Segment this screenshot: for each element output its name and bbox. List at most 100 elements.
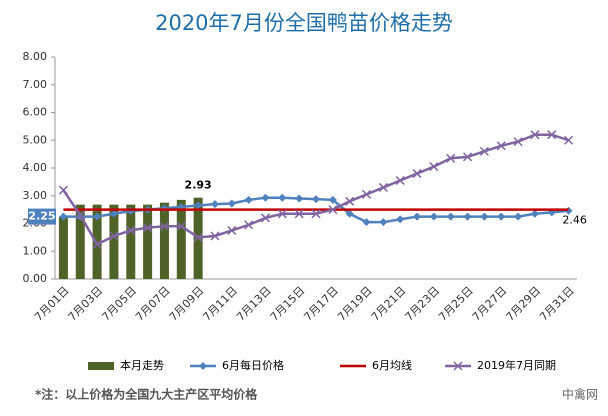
point bbox=[395, 175, 405, 186]
point bbox=[194, 201, 203, 210]
legend-swatch bbox=[88, 362, 114, 370]
point bbox=[547, 130, 557, 140]
y-tick-label: 8.00 bbox=[23, 50, 48, 63]
point bbox=[227, 199, 236, 208]
point bbox=[328, 205, 338, 215]
x-tick-label: 7月31日 bbox=[537, 284, 577, 324]
point bbox=[361, 189, 372, 199]
point bbox=[379, 218, 388, 227]
point bbox=[244, 220, 254, 230]
y-tick-label: 7.00 bbox=[23, 78, 48, 91]
point bbox=[496, 141, 506, 151]
point bbox=[463, 152, 473, 162]
bar bbox=[176, 199, 186, 279]
point bbox=[480, 212, 489, 221]
point bbox=[193, 232, 203, 242]
point bbox=[413, 212, 422, 221]
legend-label: 6月每日价格 bbox=[222, 358, 284, 372]
point bbox=[530, 209, 539, 218]
point bbox=[176, 221, 186, 231]
data-label: 2.93 bbox=[185, 179, 212, 192]
point bbox=[295, 194, 304, 203]
x-tick-label: 7月09日 bbox=[167, 284, 207, 324]
point bbox=[514, 212, 523, 221]
point bbox=[126, 225, 136, 235]
brand: 中禽网 bbox=[562, 387, 598, 402]
x-tick-label: 7月05日 bbox=[99, 284, 139, 324]
x-tick-label: 7月29日 bbox=[504, 284, 544, 324]
point bbox=[345, 209, 354, 218]
x-tick-label: 7月21日 bbox=[369, 284, 409, 324]
legend-label: 6月均线 bbox=[372, 358, 412, 372]
point bbox=[429, 162, 439, 172]
x-tick-label: 7月25日 bbox=[436, 284, 476, 324]
x-tick-label: 7月13日 bbox=[234, 284, 274, 324]
point bbox=[143, 223, 153, 233]
x-tick-label: 7月17日 bbox=[301, 284, 341, 324]
point bbox=[278, 193, 287, 202]
point bbox=[345, 196, 355, 206]
legend-label: 本月走势 bbox=[120, 358, 164, 372]
point bbox=[362, 218, 371, 227]
point bbox=[396, 215, 405, 224]
x-tick-label: 7月27日 bbox=[470, 284, 510, 324]
legend-marker bbox=[199, 362, 207, 370]
point bbox=[378, 182, 388, 192]
point bbox=[58, 185, 68, 195]
bar bbox=[109, 204, 119, 279]
x-tick-label: 7月15日 bbox=[268, 284, 308, 324]
point bbox=[294, 209, 304, 219]
x-tick-label: 7月03日 bbox=[66, 284, 106, 324]
point bbox=[244, 195, 253, 204]
point bbox=[260, 213, 271, 223]
legend-marker bbox=[453, 361, 463, 371]
point bbox=[227, 225, 237, 235]
y-tick-label: 0.00 bbox=[23, 272, 48, 285]
data-label: 2.46 bbox=[562, 214, 587, 227]
data-label: 2.25 bbox=[28, 210, 55, 223]
bar bbox=[126, 204, 136, 279]
note: *注：以上价格为全国九大主产区平均价格 bbox=[35, 387, 258, 402]
bar bbox=[58, 216, 68, 279]
bar bbox=[75, 204, 85, 279]
point bbox=[564, 135, 574, 145]
point bbox=[261, 193, 270, 202]
x-tick-label: 7月23日 bbox=[403, 284, 443, 324]
point bbox=[311, 209, 321, 219]
point bbox=[530, 130, 540, 140]
data-label-box bbox=[28, 208, 56, 225]
line bbox=[62, 133, 569, 246]
point bbox=[210, 200, 219, 209]
point bbox=[93, 212, 102, 221]
point bbox=[277, 209, 287, 219]
point bbox=[513, 137, 523, 147]
point bbox=[59, 212, 68, 221]
x-tick-label: 7月07日 bbox=[133, 284, 173, 324]
point bbox=[159, 221, 169, 231]
y-tick-label: 6.00 bbox=[23, 106, 48, 119]
point bbox=[75, 210, 85, 220]
point bbox=[429, 212, 438, 221]
bar bbox=[159, 202, 169, 279]
point bbox=[412, 169, 422, 179]
point bbox=[328, 195, 337, 204]
point bbox=[446, 212, 455, 221]
point bbox=[446, 153, 456, 163]
point bbox=[109, 209, 118, 218]
legend-label: 2019年7月同期 bbox=[477, 358, 556, 372]
point bbox=[479, 146, 489, 156]
x-tick-label: 7月19日 bbox=[335, 284, 375, 324]
y-tick-label: 3.00 bbox=[23, 189, 48, 202]
y-tick-label: 4.00 bbox=[23, 161, 48, 174]
x-tick-label: 7月01日 bbox=[32, 284, 72, 324]
point bbox=[109, 231, 119, 241]
point bbox=[312, 195, 320, 204]
point bbox=[210, 231, 220, 241]
bar bbox=[143, 204, 153, 279]
y-tick-label: 1.00 bbox=[23, 244, 48, 257]
chart-title: 2020年7月份全国鸭苗价格走势 bbox=[155, 11, 453, 35]
point bbox=[497, 212, 506, 221]
point bbox=[463, 212, 472, 221]
y-tick-label: 5.00 bbox=[23, 133, 48, 146]
